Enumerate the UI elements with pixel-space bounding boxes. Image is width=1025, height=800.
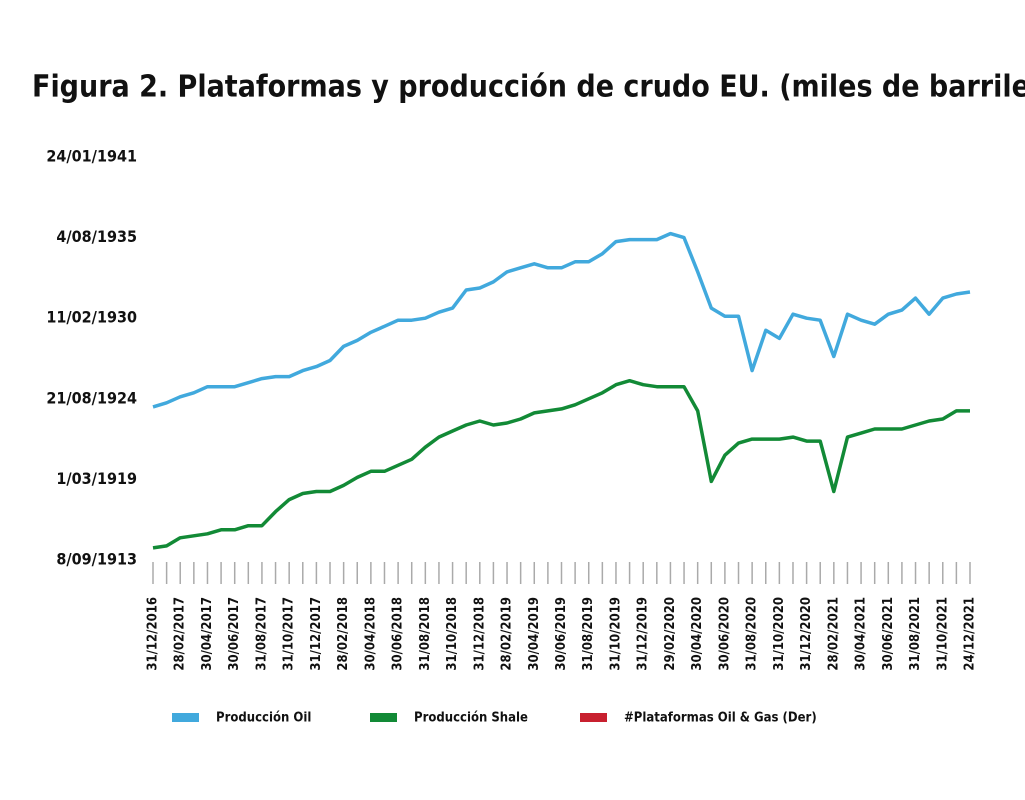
y-tick-label: 21/08/1924 xyxy=(46,388,137,407)
x-tick-label: 31/08/2020 xyxy=(745,597,760,671)
x-tick-label: 31/08/2021 xyxy=(908,597,923,671)
series-line xyxy=(152,231,971,409)
x-tick-label: 31/10/2020 xyxy=(772,597,787,671)
x-tick-label: 30/06/2018 xyxy=(391,597,406,671)
x-tick-label: 30/04/2018 xyxy=(363,597,378,671)
y-tick-label: 11/02/1930 xyxy=(46,308,137,327)
x-tick-label: 30/04/2017 xyxy=(200,597,215,671)
legend-swatch xyxy=(370,713,397,722)
x-tick-label: 31/10/2021 xyxy=(935,597,950,671)
chart-title: Figura 2. Plataformas y producción de cr… xyxy=(32,70,1025,105)
legend-label: Producción Shale xyxy=(414,711,528,726)
x-tick-label: 28/02/2019 xyxy=(500,597,515,671)
series-line xyxy=(152,378,970,550)
x-tick-label: 31/08/2017 xyxy=(254,597,269,671)
x-tick-label: 30/06/2019 xyxy=(554,597,569,671)
x-tick-label: 28/02/2021 xyxy=(826,597,841,671)
x-tick-label: 31/10/2018 xyxy=(445,597,460,671)
x-tick-label: 29/02/2020 xyxy=(663,597,678,671)
x-tick-label: 31/12/2019 xyxy=(636,597,651,671)
x-tick-label: 31/12/2017 xyxy=(309,597,324,671)
x-tick-label: 31/12/2018 xyxy=(472,597,487,671)
y-tick-label: 4/08/1935 xyxy=(56,227,137,246)
legend-swatch xyxy=(172,713,199,722)
x-tick-label: 30/04/2019 xyxy=(527,597,542,671)
x-tick-label: 31/10/2019 xyxy=(608,597,623,671)
x-tick-label: 28/02/2017 xyxy=(173,597,188,671)
x-tick-label: 31/10/2017 xyxy=(282,597,297,671)
x-tick-label: 31/12/2016 xyxy=(146,597,161,671)
x-tick-label: 28/02/2018 xyxy=(336,597,351,671)
legend-label: #Plataformas Oil & Gas (Der) xyxy=(624,711,817,726)
x-tick-label: 24/12/2021 xyxy=(963,597,978,671)
x-tick-label: 30/04/2020 xyxy=(690,597,705,671)
x-tick-label: 31/08/2019 xyxy=(581,597,596,671)
legend-label: Producción Oil xyxy=(216,711,311,726)
y-tick-label: 1/03/1919 xyxy=(56,469,137,488)
x-tick-label: 30/04/2021 xyxy=(854,597,869,671)
x-tick-label: 31/08/2018 xyxy=(418,597,433,671)
y-tick-label: 8/09/1913 xyxy=(56,550,137,569)
x-tick-label: 30/06/2017 xyxy=(227,597,242,671)
x-tick-label: 31/12/2020 xyxy=(799,597,814,671)
x-tick-label: 30/06/2020 xyxy=(717,597,732,671)
y-tick-label: 24/01/1941 xyxy=(46,147,137,166)
legend-swatch xyxy=(580,713,607,722)
x-tick-label: 30/06/2021 xyxy=(881,597,896,671)
